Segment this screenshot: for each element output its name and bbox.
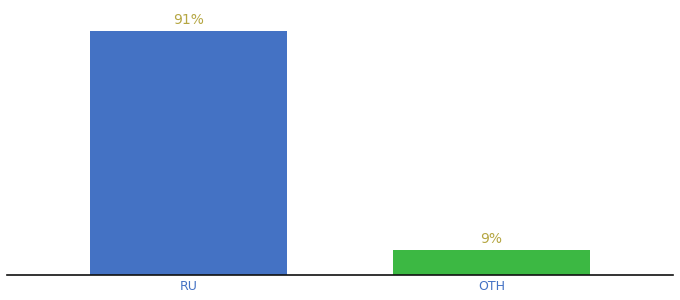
Bar — [393, 250, 590, 274]
Text: 9%: 9% — [480, 232, 503, 246]
Bar — [90, 31, 287, 274]
Text: 91%: 91% — [173, 13, 204, 27]
